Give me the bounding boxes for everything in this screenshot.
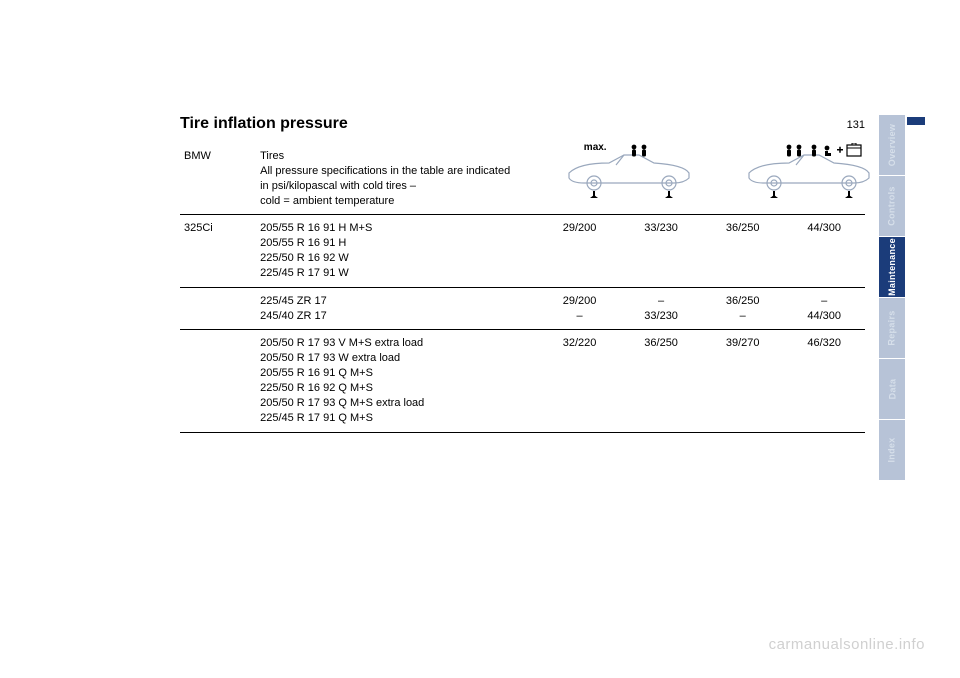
value-cell: 44/300: [783, 215, 865, 287]
value-cell: 36/250 –: [702, 287, 784, 330]
tires-cell: 225/45 ZR 17 245/40 ZR 17: [256, 287, 539, 330]
tire-spec: 225/45 ZR 17: [260, 295, 327, 307]
title-row: Tire inflation pressure 131: [180, 115, 865, 133]
tab-data[interactable]: Data: [879, 359, 905, 419]
table-bottom-border: [180, 432, 865, 433]
col-bmw-header: BMW: [180, 143, 256, 215]
tab-label: Index: [887, 437, 897, 462]
value-cell: 32/220: [539, 330, 621, 432]
value-cell: 29/200: [539, 215, 621, 287]
tab-overview[interactable]: Overview: [879, 115, 905, 175]
tab-maintenance[interactable]: Maintenance: [879, 237, 905, 297]
table-row: 325Ci 205/55 R 16 91 H M+S 205/55 R 16 9…: [180, 215, 865, 287]
desc-line: in psi/kilopascal with cold tires –: [260, 180, 416, 192]
tab-label: Data: [887, 379, 897, 400]
value-cell: 46/320: [783, 330, 865, 432]
tire-spec: 225/45 R 17 91 Q M+S: [260, 412, 373, 424]
page: Tire inflation pressure 131 BMW Tires Al…: [0, 0, 960, 678]
car-diagram-light-load: max.: [554, 143, 704, 203]
desc-line: All pressure specifications in the table…: [260, 165, 510, 177]
desc-line: cold = ambient temperature: [260, 195, 394, 207]
model-cell: [180, 287, 256, 330]
tab-label: Controls: [887, 186, 897, 225]
v: 29/200: [563, 295, 597, 307]
tab-index[interactable]: Index: [879, 420, 905, 480]
tab-label: Repairs: [887, 310, 897, 345]
value-cell: 33/230: [620, 215, 702, 287]
tab-repairs[interactable]: Repairs: [879, 298, 905, 358]
table-row: 225/45 ZR 17 245/40 ZR 17 29/200 – – 33/…: [180, 287, 865, 330]
model-cell: 325Ci: [180, 215, 256, 287]
tires-cell: 205/50 R 17 93 V M+S extra load 205/50 R…: [256, 330, 539, 432]
tires-cell: 205/55 R 16 91 H M+S 205/55 R 16 91 H 22…: [256, 215, 539, 287]
v: –: [577, 310, 583, 322]
max-label: max.: [584, 141, 607, 155]
model-cell: [180, 330, 256, 432]
tires-label: Tires: [260, 150, 284, 162]
value-cell: – 44/300: [783, 287, 865, 330]
tab-controls[interactable]: Controls: [879, 176, 905, 236]
table-row: 205/50 R 17 93 V M+S extra load 205/50 R…: [180, 330, 865, 432]
value-cell: 36/250: [620, 330, 702, 432]
tab-label: Maintenance: [887, 238, 897, 296]
tire-spec: 225/50 R 16 92 W: [260, 252, 349, 264]
page-title: Tire inflation pressure: [180, 115, 348, 133]
v: –: [821, 295, 827, 307]
watermark: carmanualsonline.info: [769, 636, 925, 653]
tire-spec: 205/50 R 17 93 Q M+S extra load: [260, 397, 424, 409]
pressure-table: BMW Tires All pressure specifications in…: [180, 143, 865, 433]
col-tires-header: Tires All pressure specifications in the…: [256, 143, 539, 215]
diagram-cell: max.: [539, 143, 865, 215]
value-cell: – 33/230: [620, 287, 702, 330]
table-header-row: BMW Tires All pressure specifications in…: [180, 143, 865, 215]
content-area: Tire inflation pressure 131 BMW Tires Al…: [180, 115, 865, 433]
tire-spec: 205/55 R 16 91 H M+S: [260, 222, 372, 234]
accent-bar: [907, 117, 925, 125]
v: –: [740, 310, 746, 322]
tire-spec: 205/55 R 16 91 H: [260, 237, 346, 249]
tab-label: Overview: [887, 124, 897, 166]
page-number: 131: [847, 119, 865, 131]
v: 33/230: [644, 310, 678, 322]
tire-spec: 205/55 R 16 91 Q M+S: [260, 367, 373, 379]
v: 36/250: [726, 295, 760, 307]
tire-spec: 225/50 R 16 92 Q M+S: [260, 382, 373, 394]
car-light-svg: [554, 143, 704, 198]
v: –: [658, 295, 664, 307]
v: 44/300: [807, 310, 841, 322]
tire-spec: 245/40 ZR 17: [260, 310, 327, 322]
tire-spec: 205/50 R 17 93 V M+S extra load: [260, 337, 423, 349]
tire-spec: 225/45 R 17 91 W: [260, 267, 349, 279]
value-cell: 39/270: [702, 330, 784, 432]
value-cell: 29/200 –: [539, 287, 621, 330]
side-tabs: Overview Controls Maintenance Repairs Da…: [879, 115, 905, 481]
tire-spec: 205/50 R 17 93 W extra load: [260, 352, 400, 364]
value-cell: 36/250: [702, 215, 784, 287]
